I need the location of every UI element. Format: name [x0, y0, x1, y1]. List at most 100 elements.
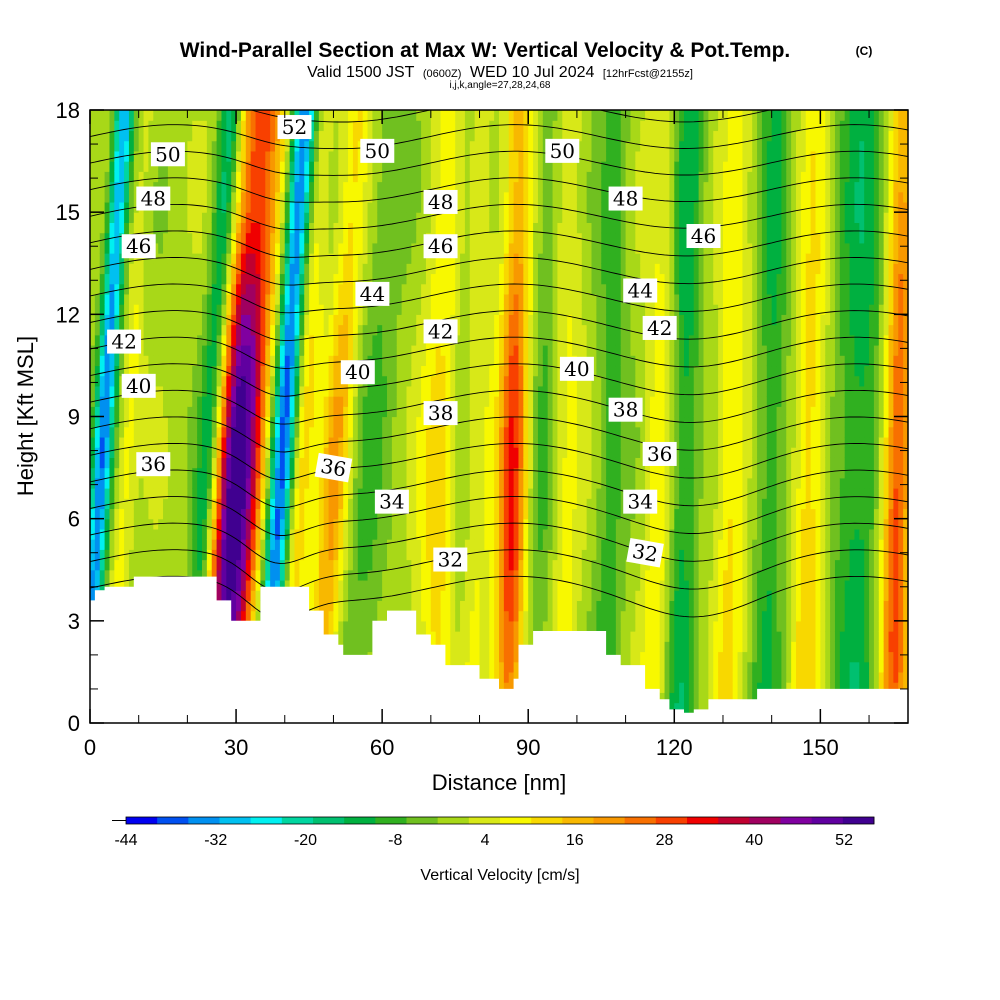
field-cell	[323, 263, 330, 275]
field-cell	[143, 416, 150, 428]
field-cell	[109, 130, 115, 142]
field-cell	[240, 447, 247, 458]
field-cell	[177, 447, 184, 458]
field-cell	[201, 488, 208, 499]
field-cell	[455, 467, 461, 479]
field-cell	[304, 498, 310, 510]
field-cell	[260, 181, 266, 193]
field-cell	[133, 569, 140, 581]
field-cell	[104, 436, 111, 448]
field-cell	[367, 334, 374, 346]
field-cell	[450, 569, 456, 581]
field-cell	[187, 334, 193, 346]
field-cell	[172, 130, 179, 142]
field-cell	[99, 222, 106, 234]
field-cell	[372, 191, 378, 203]
field-cell	[104, 375, 111, 387]
field-cell	[411, 406, 417, 418]
field-cell	[348, 488, 354, 499]
field-cell	[177, 457, 184, 469]
field-cell	[270, 385, 276, 397]
field-cell	[464, 569, 471, 581]
field-cell	[455, 488, 461, 499]
field-cell	[279, 304, 286, 315]
field-cell	[421, 426, 427, 438]
field-cell	[158, 222, 164, 234]
field-cell	[109, 426, 115, 438]
field-cell	[313, 150, 320, 162]
field-cell	[284, 253, 291, 264]
field-cell	[250, 120, 257, 132]
field-cell	[396, 191, 403, 203]
field-cell	[440, 344, 447, 356]
field-cell	[469, 375, 476, 387]
field-cell	[187, 304, 193, 315]
field-cell	[357, 242, 364, 254]
field-cell	[275, 263, 281, 275]
field-cell	[143, 344, 150, 356]
field-cell	[240, 477, 247, 489]
field-cell	[484, 549, 490, 561]
field-cell	[450, 355, 456, 367]
field-cell	[313, 283, 320, 295]
field-cell	[260, 416, 266, 428]
field-cell	[357, 324, 364, 336]
field-cell	[177, 518, 184, 530]
field-cell	[270, 467, 276, 479]
field-cell	[192, 549, 198, 561]
field-cell	[236, 549, 242, 561]
field-cell	[270, 283, 276, 295]
field-cell	[231, 488, 237, 499]
field-cell	[328, 283, 335, 295]
field-cell	[104, 488, 111, 499]
field-cell	[382, 130, 388, 142]
field-cell	[279, 518, 286, 530]
field-cell	[236, 110, 242, 121]
field-cell	[260, 549, 266, 561]
field-cell	[299, 396, 305, 407]
field-cell	[440, 263, 447, 275]
field-cell	[138, 344, 145, 356]
field-cell	[377, 416, 383, 428]
field-cell	[416, 130, 422, 142]
field-cell	[221, 283, 227, 295]
field-cell	[265, 263, 271, 275]
field-cell	[279, 344, 286, 356]
field-cell	[489, 671, 495, 683]
field-cell	[435, 263, 442, 275]
field-cell	[391, 467, 398, 479]
field-cell	[231, 416, 237, 428]
field-cell	[299, 232, 305, 244]
field-cell	[90, 181, 96, 193]
field-cell	[484, 579, 490, 591]
field-cell	[357, 314, 364, 326]
field-cell	[99, 110, 106, 121]
field-cell	[382, 355, 388, 367]
field-cell	[489, 263, 495, 275]
field-cell	[474, 232, 481, 244]
field-cell	[221, 457, 227, 469]
field-cell	[338, 344, 344, 356]
field-cell	[119, 508, 125, 520]
field-cell	[309, 324, 315, 336]
field-cell	[124, 365, 130, 377]
field-cell	[396, 242, 403, 254]
field-cell	[104, 314, 111, 326]
field-cell	[197, 528, 203, 540]
field-cell	[99, 528, 106, 540]
field-cell	[411, 518, 417, 530]
field-cell	[411, 488, 417, 499]
field-cell	[440, 508, 447, 520]
field-cell	[163, 344, 169, 356]
field-cell	[201, 498, 208, 510]
field-cell	[197, 549, 203, 561]
field-cell	[250, 447, 257, 458]
field-cell	[109, 110, 115, 121]
field-cell	[338, 396, 344, 407]
field-cell	[284, 212, 291, 223]
field-cell	[338, 293, 344, 305]
field-cell	[294, 242, 300, 254]
field-cell	[124, 467, 130, 479]
field-cell	[455, 457, 461, 469]
field-cell	[367, 416, 374, 428]
